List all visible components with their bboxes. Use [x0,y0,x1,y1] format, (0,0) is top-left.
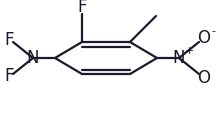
Text: +: + [184,46,194,56]
Text: F: F [4,67,14,85]
Text: F: F [4,31,14,49]
Text: N: N [27,49,39,67]
Text: -: - [211,26,215,36]
Text: F: F [77,0,87,16]
Text: N: N [173,49,185,67]
Text: O: O [198,29,211,47]
Text: O: O [198,69,211,87]
